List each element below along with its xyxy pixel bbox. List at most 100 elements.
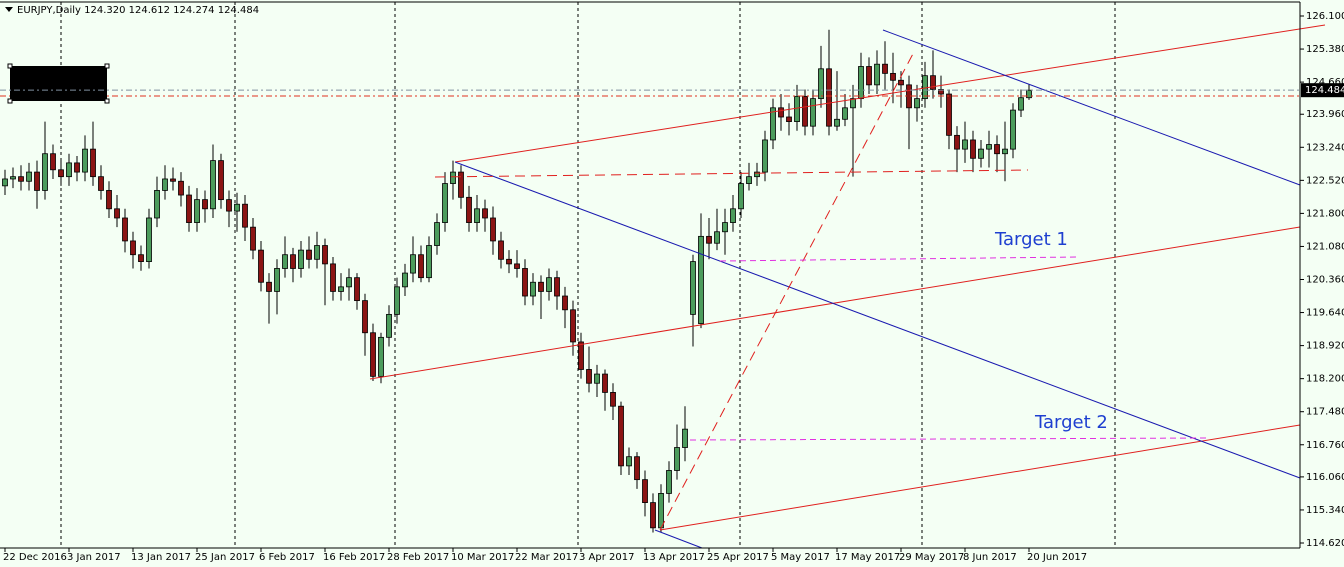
candle-body	[178, 180, 184, 196]
candle-body	[834, 118, 840, 127]
candle-body	[74, 162, 80, 173]
candle-body	[146, 217, 152, 262]
candle-body	[858, 66, 864, 100]
candle-body	[538, 281, 544, 292]
y-tick-label: 123.960	[1306, 109, 1344, 120]
x-tick-label: 20 Jun 2017	[1027, 552, 1087, 563]
candle-body	[114, 208, 120, 219]
candle-body	[370, 332, 376, 377]
candle-body	[1010, 109, 1016, 150]
candle-body	[850, 98, 856, 109]
candle-body	[306, 249, 312, 260]
candle-body	[442, 183, 448, 223]
y-tick-label: 121.800	[1306, 208, 1344, 219]
candle-body	[778, 107, 784, 118]
x-tick-label: 28 Feb 2017	[387, 552, 449, 563]
target-line	[689, 437, 1211, 441]
candle-body	[922, 75, 928, 100]
y-tick-label: 115.340	[1306, 505, 1344, 516]
candle-body	[506, 258, 512, 265]
candle-body	[242, 203, 248, 228]
candle-body	[786, 116, 792, 122]
candle-body	[554, 277, 560, 297]
x-tick-label: 25 Apr 2017	[707, 552, 769, 563]
candle-body	[82, 148, 88, 173]
candle-body	[666, 470, 672, 494]
candle-body	[978, 148, 984, 159]
candle-body	[874, 63, 880, 86]
candle-body	[210, 160, 216, 210]
candle-body	[386, 313, 392, 338]
y-tick-label: 118.920	[1306, 341, 1344, 352]
candle-body	[258, 249, 264, 283]
candle-body	[898, 79, 904, 86]
candle-body	[890, 72, 896, 81]
candle-body	[746, 176, 752, 184]
candle-body	[282, 254, 288, 269]
candle-body	[122, 217, 128, 242]
x-tick-label: 3 Apr 2017	[579, 552, 634, 563]
x-tick-label: 10 Mar 2017	[451, 552, 514, 563]
candle-body	[322, 245, 328, 265]
y-tick-label: 120.360	[1306, 274, 1344, 285]
candle-body	[626, 456, 632, 467]
candle-body	[810, 98, 816, 127]
drawings	[0, 24, 1326, 549]
channel-middle	[369, 226, 1301, 380]
month-separators	[60, 2, 1116, 548]
handle	[7, 98, 13, 104]
candle-body	[450, 171, 456, 184]
y-tick-label: 118.200	[1306, 374, 1344, 385]
candle-body	[226, 199, 232, 212]
candle-body	[154, 190, 160, 219]
x-tick-label: 16 Feb 2017	[323, 552, 385, 563]
y-tick-label: 124.660	[1306, 77, 1344, 88]
candle-body	[274, 268, 280, 292]
channel-lower	[659, 424, 1301, 531]
channel-upper	[454, 24, 1326, 163]
candle-body	[266, 281, 272, 292]
candle-body	[770, 107, 776, 141]
candle-body	[522, 268, 528, 297]
candle-body	[682, 428, 688, 448]
x-tick-label: 5 May 2017	[771, 552, 830, 563]
last-price-label: 124.484	[1305, 85, 1344, 96]
blue-line	[882, 29, 1301, 186]
candle-body	[90, 148, 96, 178]
x-tick-label: 22 Mar 2017	[515, 552, 578, 563]
candle-body	[882, 63, 888, 74]
candle-body	[986, 144, 992, 150]
candle-body	[1002, 148, 1008, 155]
candle-body	[458, 171, 464, 198]
candle-body	[674, 447, 680, 471]
candle-body	[42, 153, 48, 191]
candle-body	[130, 240, 136, 256]
candle-body	[434, 222, 440, 246]
candle-body	[826, 68, 832, 127]
candle-body	[202, 199, 208, 210]
x-tick-label: 29 May 2017	[899, 552, 964, 563]
candle-body	[586, 369, 592, 384]
candle-body	[866, 66, 872, 86]
candle-body	[914, 98, 920, 109]
candle-body	[562, 295, 568, 311]
candle-body	[722, 222, 728, 233]
handle	[104, 63, 110, 69]
candle-body	[498, 240, 504, 260]
candle-body	[1026, 89, 1032, 99]
candle-body	[194, 199, 200, 223]
handle	[7, 63, 13, 69]
candle-body	[250, 226, 256, 251]
candle-body	[578, 341, 584, 370]
candle-body	[946, 93, 952, 136]
x-tick-label: 13 Jan 2017	[131, 552, 191, 563]
candle-body	[474, 208, 480, 223]
y-tick-label: 116.760	[1306, 440, 1344, 451]
candle-body	[1018, 97, 1024, 111]
candle-body	[482, 208, 488, 219]
annotation: Target 2	[1034, 412, 1108, 433]
candle-body	[698, 235, 704, 324]
chart-title: EURJPY,Daily 124.320 124.612 124.274 124…	[17, 5, 259, 16]
candle-body	[26, 171, 32, 182]
